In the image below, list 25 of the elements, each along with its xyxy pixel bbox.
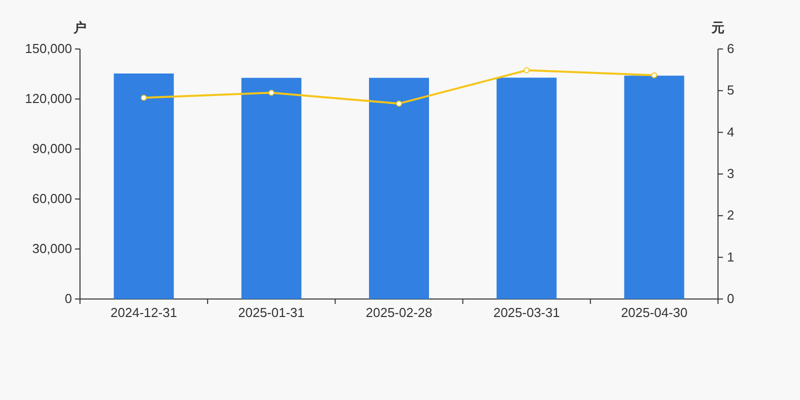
x-tick-label: 2024-12-31 [110,305,178,320]
y2-tick-label: 3 [727,166,734,181]
x-tick-label: 2025-04-30 [620,305,688,320]
y2-tick-label: 2 [727,208,734,223]
y2-axis-title: 元 [710,20,724,35]
x-tick-label: 2025-01-31 [238,305,305,320]
y-tick-label: 90,000 [32,141,72,156]
point [268,90,274,96]
point [396,100,402,107]
y-tick-label: 0 [64,291,72,306]
y2-tick-label: 0 [727,291,734,306]
x-tick-label: 2025-03-31 [493,305,560,320]
y2-tick-label: 4 [727,124,734,140]
y2-tick-label: 5 [727,82,734,98]
y-tick-label: 60,000 [32,191,72,206]
y2-tick-label: 6 [727,41,734,56]
y-tick-label: 120,000 [25,91,72,106]
y-axis-title: 户 [72,20,86,35]
point [140,94,147,101]
y2-tick-label: 1 [727,249,734,264]
point [651,72,658,78]
point [524,67,530,74]
y-tick-label: 30,000 [32,241,72,256]
y-tick-label: 150,000 [25,41,72,56]
x-tick-label: 2025-02-28 [366,305,432,320]
